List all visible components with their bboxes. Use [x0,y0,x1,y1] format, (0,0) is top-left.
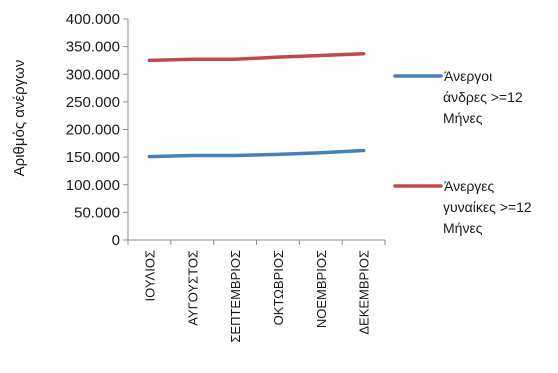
legend: Άνεργοι άνδρες >=12 Μήνες Άνεργες γυναίκες >… [393,68,532,236]
y-axis: 0 50.000 100.000 150.000 200.000 250.000 300.0… [66,11,129,249]
y-tick-label: 100.000 [66,177,120,194]
x-tick-label: ΑΥΓΟΥΣΤΟΣ [185,250,200,326]
y-tick-label: 200.000 [66,122,120,139]
y-axis-title-group: Αριθμός ανέργων [11,60,28,177]
series-lines [147,52,366,159]
x-axis: ΙΟΥΛΙΟΣ ΑΥΓΟΥΣΤΟΣ ΣΕΠΤΕΜΒΡΙΟΣ ΟΚΤΩΒΡΙΟΣ ΝΟΕΜ… [127,239,386,343]
legend-label-1: Άνεργοι άνδρες >=12 Μήνες [443,68,523,126]
y-tick-label: 350.000 [66,39,120,56]
y-tick-label: 300.000 [66,66,120,83]
series-line-1 [147,148,366,159]
legend-label-2: Άνεργες γυναίκες >=12 Μήνες [443,178,532,236]
y-tick-label: 250.000 [66,94,120,111]
y-tick-label: 50.000 [74,204,120,221]
x-tick-label: ΙΟΥΛΙΟΣ [142,250,157,301]
x-tick-label: ΣΕΠΤΕΜΒΡΙΟΣ [228,250,243,343]
y-tick-label: 400.000 [66,11,120,28]
series-line-2 [147,52,366,63]
x-tick-label: ΟΚΤΩΒΡΙΟΣ [271,250,286,325]
y-axis-title: Αριθμός ανέργων [11,60,28,177]
y-tick-label: 0 [112,232,120,249]
y-tick-label: 150.000 [66,149,120,166]
x-tick-label: ΔΕΚΕΜΒΡΙΟΣ [357,250,372,335]
x-tick-label: ΝΟΕΜΒΡΙΟΣ [314,250,329,328]
